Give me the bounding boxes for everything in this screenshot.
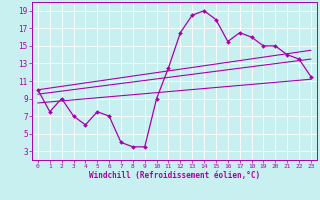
X-axis label: Windchill (Refroidissement éolien,°C): Windchill (Refroidissement éolien,°C): [89, 171, 260, 180]
